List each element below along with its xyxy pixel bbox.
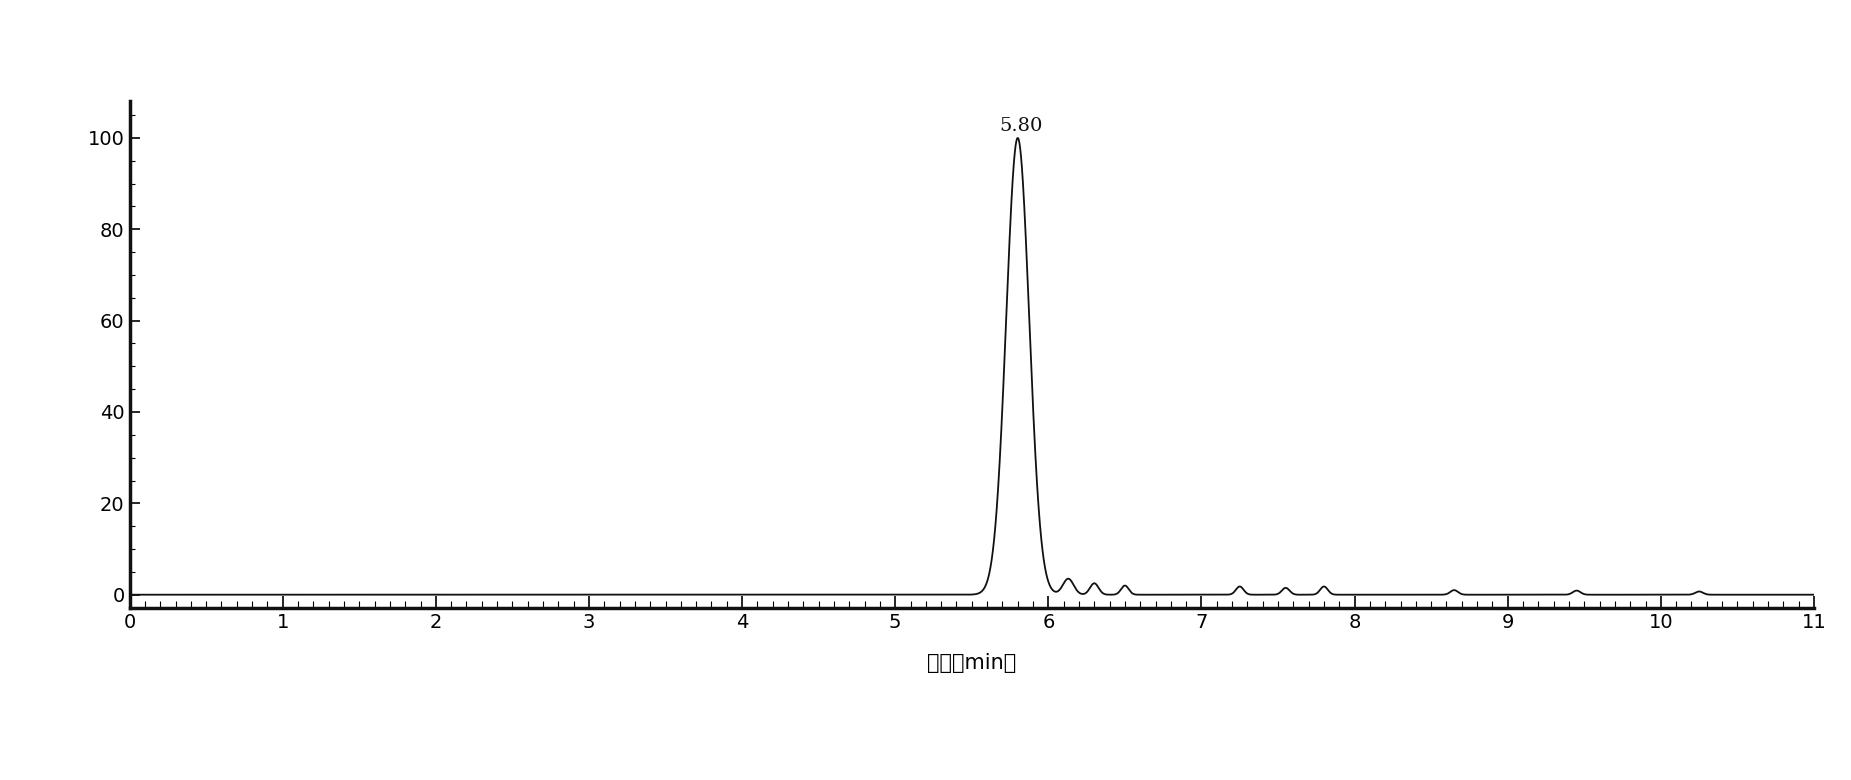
- X-axis label: 时间（min）: 时间（min）: [927, 653, 1016, 673]
- Text: 5.80: 5.80: [1000, 117, 1042, 135]
